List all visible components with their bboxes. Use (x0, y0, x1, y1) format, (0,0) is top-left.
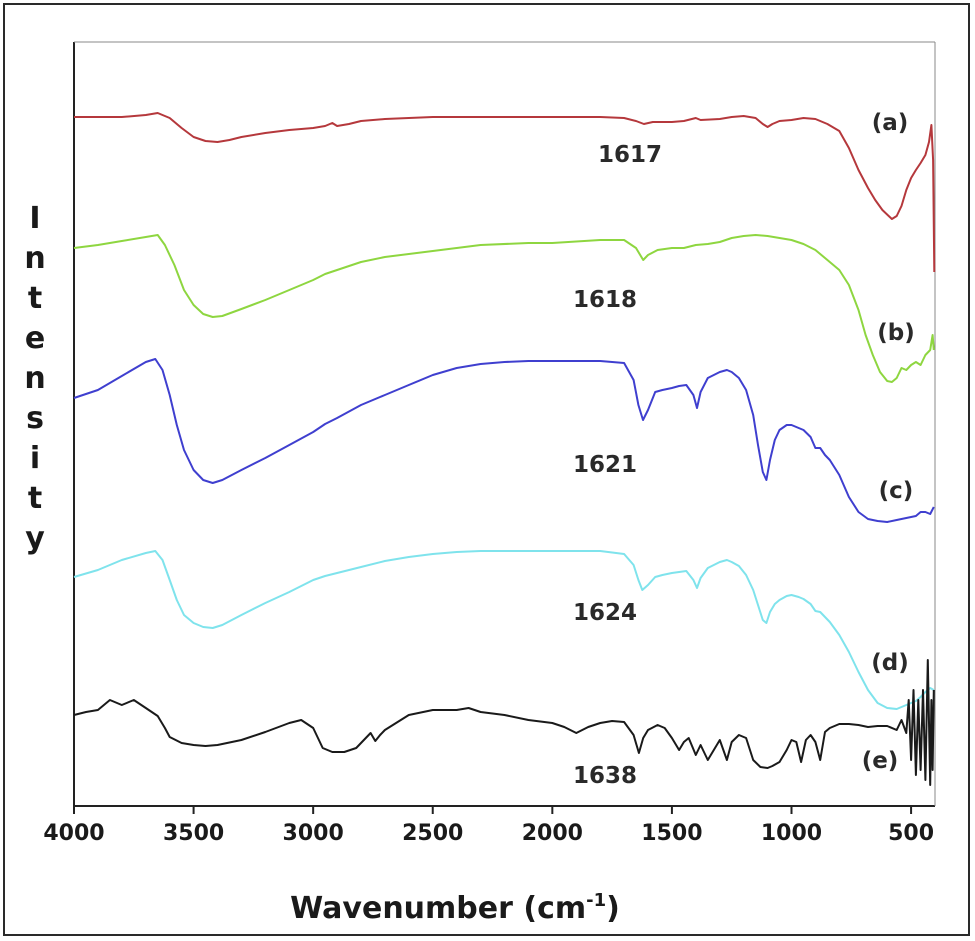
x-tick-label-3500: 3500 (163, 821, 224, 846)
series-label-2: (b) (877, 320, 915, 346)
y-axis-title-letter: e (25, 321, 45, 356)
y-axis-title-letter: n (24, 241, 45, 276)
peak-annotation-5: 1638 (573, 763, 637, 789)
x-tick-label-4000: 4000 (43, 821, 104, 846)
series-line-5 (73, 659, 935, 786)
series-label-1: (a) (872, 110, 909, 136)
x-axis-title-close: ) (606, 891, 620, 926)
series-line-2 (73, 234, 935, 383)
x-tick-label-1500: 1500 (641, 821, 702, 846)
series-line-4 (73, 550, 935, 710)
y-axis-title-letter: n (24, 361, 45, 396)
x-axis-title: Wavenumber (cm-1) (290, 890, 620, 926)
y-axis-title-letter: t (28, 281, 42, 316)
y-axis-title-letter: t (28, 481, 42, 516)
series-layer (73, 112, 936, 786)
peak-annotation-4: 1624 (573, 600, 637, 626)
series-line-3 (73, 358, 935, 523)
series-line-1 (74, 112, 936, 273)
x-tick-label-500: 500 (888, 821, 934, 846)
x-axis-title-superscript: -1 (586, 890, 606, 911)
x-ticks: 4000 3500 3000 2500 2000 1500 1000 500 (43, 806, 934, 846)
peak-annotation-2: 1618 (573, 287, 637, 313)
x-tick-label-3000: 3000 (283, 821, 344, 846)
x-tick-label-2500: 2500 (402, 821, 463, 846)
annotation-layer: 1617 (a) 1618 (b) 1621 (c) 1624 (d) 1638 (e) (573, 110, 915, 789)
x-tick-label-1000: 1000 (761, 821, 822, 846)
series-label-5: (e) (862, 748, 899, 774)
y-axis-title-letter: i (30, 441, 40, 476)
peak-annotation-1: 1617 (598, 142, 662, 168)
series-label-4: (d) (871, 650, 909, 676)
x-tick-label-2000: 2000 (522, 821, 583, 846)
chart-frame (3, 3, 970, 936)
series-label-3: (c) (879, 478, 914, 504)
y-axis-title-letter: y (25, 521, 45, 556)
peak-annotation-3: 1621 (573, 452, 637, 478)
x-axis-title-main: Wavenumber (cm (290, 891, 586, 926)
y-axis-title-letter: I (29, 201, 40, 236)
y-axis-title-letter: s (26, 401, 44, 436)
